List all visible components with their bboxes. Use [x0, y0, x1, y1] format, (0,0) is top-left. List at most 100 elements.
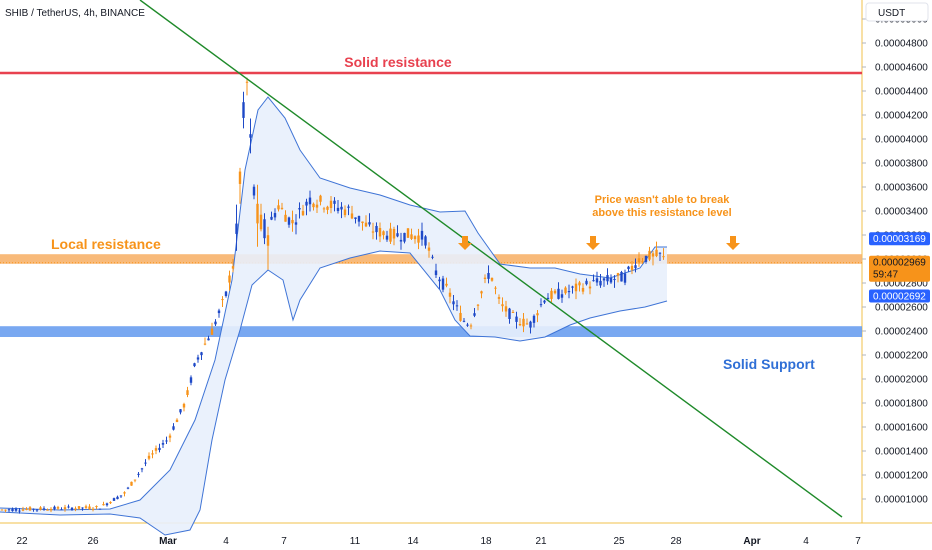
- candle-body: [623, 273, 627, 283]
- candle-body: [312, 203, 315, 208]
- candle-body: [291, 219, 294, 224]
- candle-body: [70, 507, 74, 510]
- candle-body: [203, 343, 207, 345]
- candle-body: [410, 234, 413, 239]
- candle-body: [634, 265, 637, 269]
- candle-body: [144, 462, 147, 464]
- candle-body: [273, 213, 277, 218]
- candle-body: [315, 204, 319, 208]
- candle-body: [662, 256, 665, 258]
- candle-body: [207, 338, 210, 341]
- candle-body: [186, 390, 189, 395]
- candle-body: [532, 315, 536, 323]
- time-tick-label: 21: [535, 536, 547, 547]
- candle-body: [375, 225, 378, 233]
- lower-band-tag: [869, 289, 930, 303]
- candle-body: [504, 306, 508, 312]
- time-tick-label: 4: [223, 536, 229, 547]
- candle-body: [595, 278, 599, 283]
- candle-body: [350, 213, 354, 219]
- candle-body: [77, 506, 81, 509]
- candle-body: [466, 324, 469, 326]
- candle-body: [340, 206, 343, 210]
- candle-body: [585, 280, 588, 285]
- currency-label: USDT: [878, 8, 905, 19]
- candle-body: [119, 495, 123, 497]
- candle-body: [494, 287, 497, 289]
- candle-body: [147, 455, 151, 459]
- candle-body: [571, 286, 574, 288]
- candle-body: [81, 507, 84, 509]
- candle-body: [74, 508, 77, 510]
- candle-body: [277, 205, 280, 210]
- candle-body: [105, 503, 109, 506]
- candle-body: [329, 200, 333, 209]
- down-arrow-icon: [458, 236, 472, 250]
- candle-body: [284, 214, 287, 222]
- price-tick-label: 0.00001400: [875, 447, 928, 458]
- lower-band-tag-value: 0.00002692: [873, 291, 926, 302]
- bollinger-upper-line: [0, 96, 667, 511]
- candle-body: [0, 509, 4, 511]
- candle-body: [578, 282, 581, 286]
- candle-body: [336, 207, 340, 211]
- upper-band-tag: [869, 232, 930, 246]
- candle-body: [221, 299, 224, 301]
- candle-body: [210, 328, 214, 335]
- candle-body: [298, 208, 301, 210]
- candle-body: [396, 233, 399, 237]
- time-tick-label: 7: [855, 536, 861, 547]
- candle-body: [326, 206, 329, 210]
- candle-body: [179, 409, 182, 413]
- price-tick-label: 0.00004400: [875, 87, 928, 98]
- candle-body: [4, 509, 7, 511]
- candle-body: [56, 507, 60, 509]
- bollinger-lower-line: [0, 250, 668, 536]
- candle-body: [245, 81, 249, 83]
- candle-body: [515, 316, 518, 322]
- price-tick-label: 0.00001000: [875, 495, 928, 506]
- candle-body: [168, 435, 172, 438]
- candle-body: [385, 235, 389, 240]
- candle-body: [333, 200, 336, 204]
- candle-body: [616, 273, 620, 276]
- candle-body: [522, 318, 525, 327]
- candle-body: [42, 508, 46, 510]
- candle-body: [133, 479, 137, 481]
- candle-body: [406, 228, 410, 238]
- candle-body: [501, 304, 504, 307]
- candle-body: [599, 280, 602, 286]
- candle-body: [630, 265, 634, 270]
- candle-body: [609, 278, 613, 283]
- price-tick-label: 0.00004200: [875, 111, 928, 122]
- candlestick-series: [0, 77, 665, 514]
- local-resistance-label: Local resistance: [51, 236, 161, 252]
- candle-body: [641, 261, 644, 263]
- candle-body: [588, 286, 592, 289]
- candle-body: [161, 443, 165, 445]
- price-tick-label: 0.00003800: [875, 159, 928, 170]
- price-tick-label: 0.00004800: [875, 39, 928, 50]
- candle-body: [574, 283, 578, 292]
- currency-button[interactable]: USDT: [865, 2, 929, 22]
- time-tick-label: 22: [16, 536, 28, 547]
- candle-body: [581, 287, 585, 292]
- candle-body: [84, 506, 88, 508]
- candle-body: [627, 266, 630, 270]
- candle-body: [294, 222, 298, 225]
- candle-body: [189, 377, 193, 383]
- candle-body: [319, 195, 322, 202]
- candle-body: [123, 492, 126, 494]
- annotation-arrows: [458, 236, 740, 250]
- candle-body: [354, 217, 357, 219]
- time-tick-label: Apr: [743, 536, 760, 547]
- candle-body: [539, 304, 543, 306]
- candle-body: [259, 214, 263, 230]
- candle-body: [140, 468, 144, 470]
- candle-body: [266, 235, 270, 246]
- candle-body: [252, 186, 256, 196]
- candle-body: [399, 239, 403, 242]
- time-axis[interactable]: 22 26 Mar 4 7 11 14 18 21 25 28 Apr 4 7: [16, 536, 861, 547]
